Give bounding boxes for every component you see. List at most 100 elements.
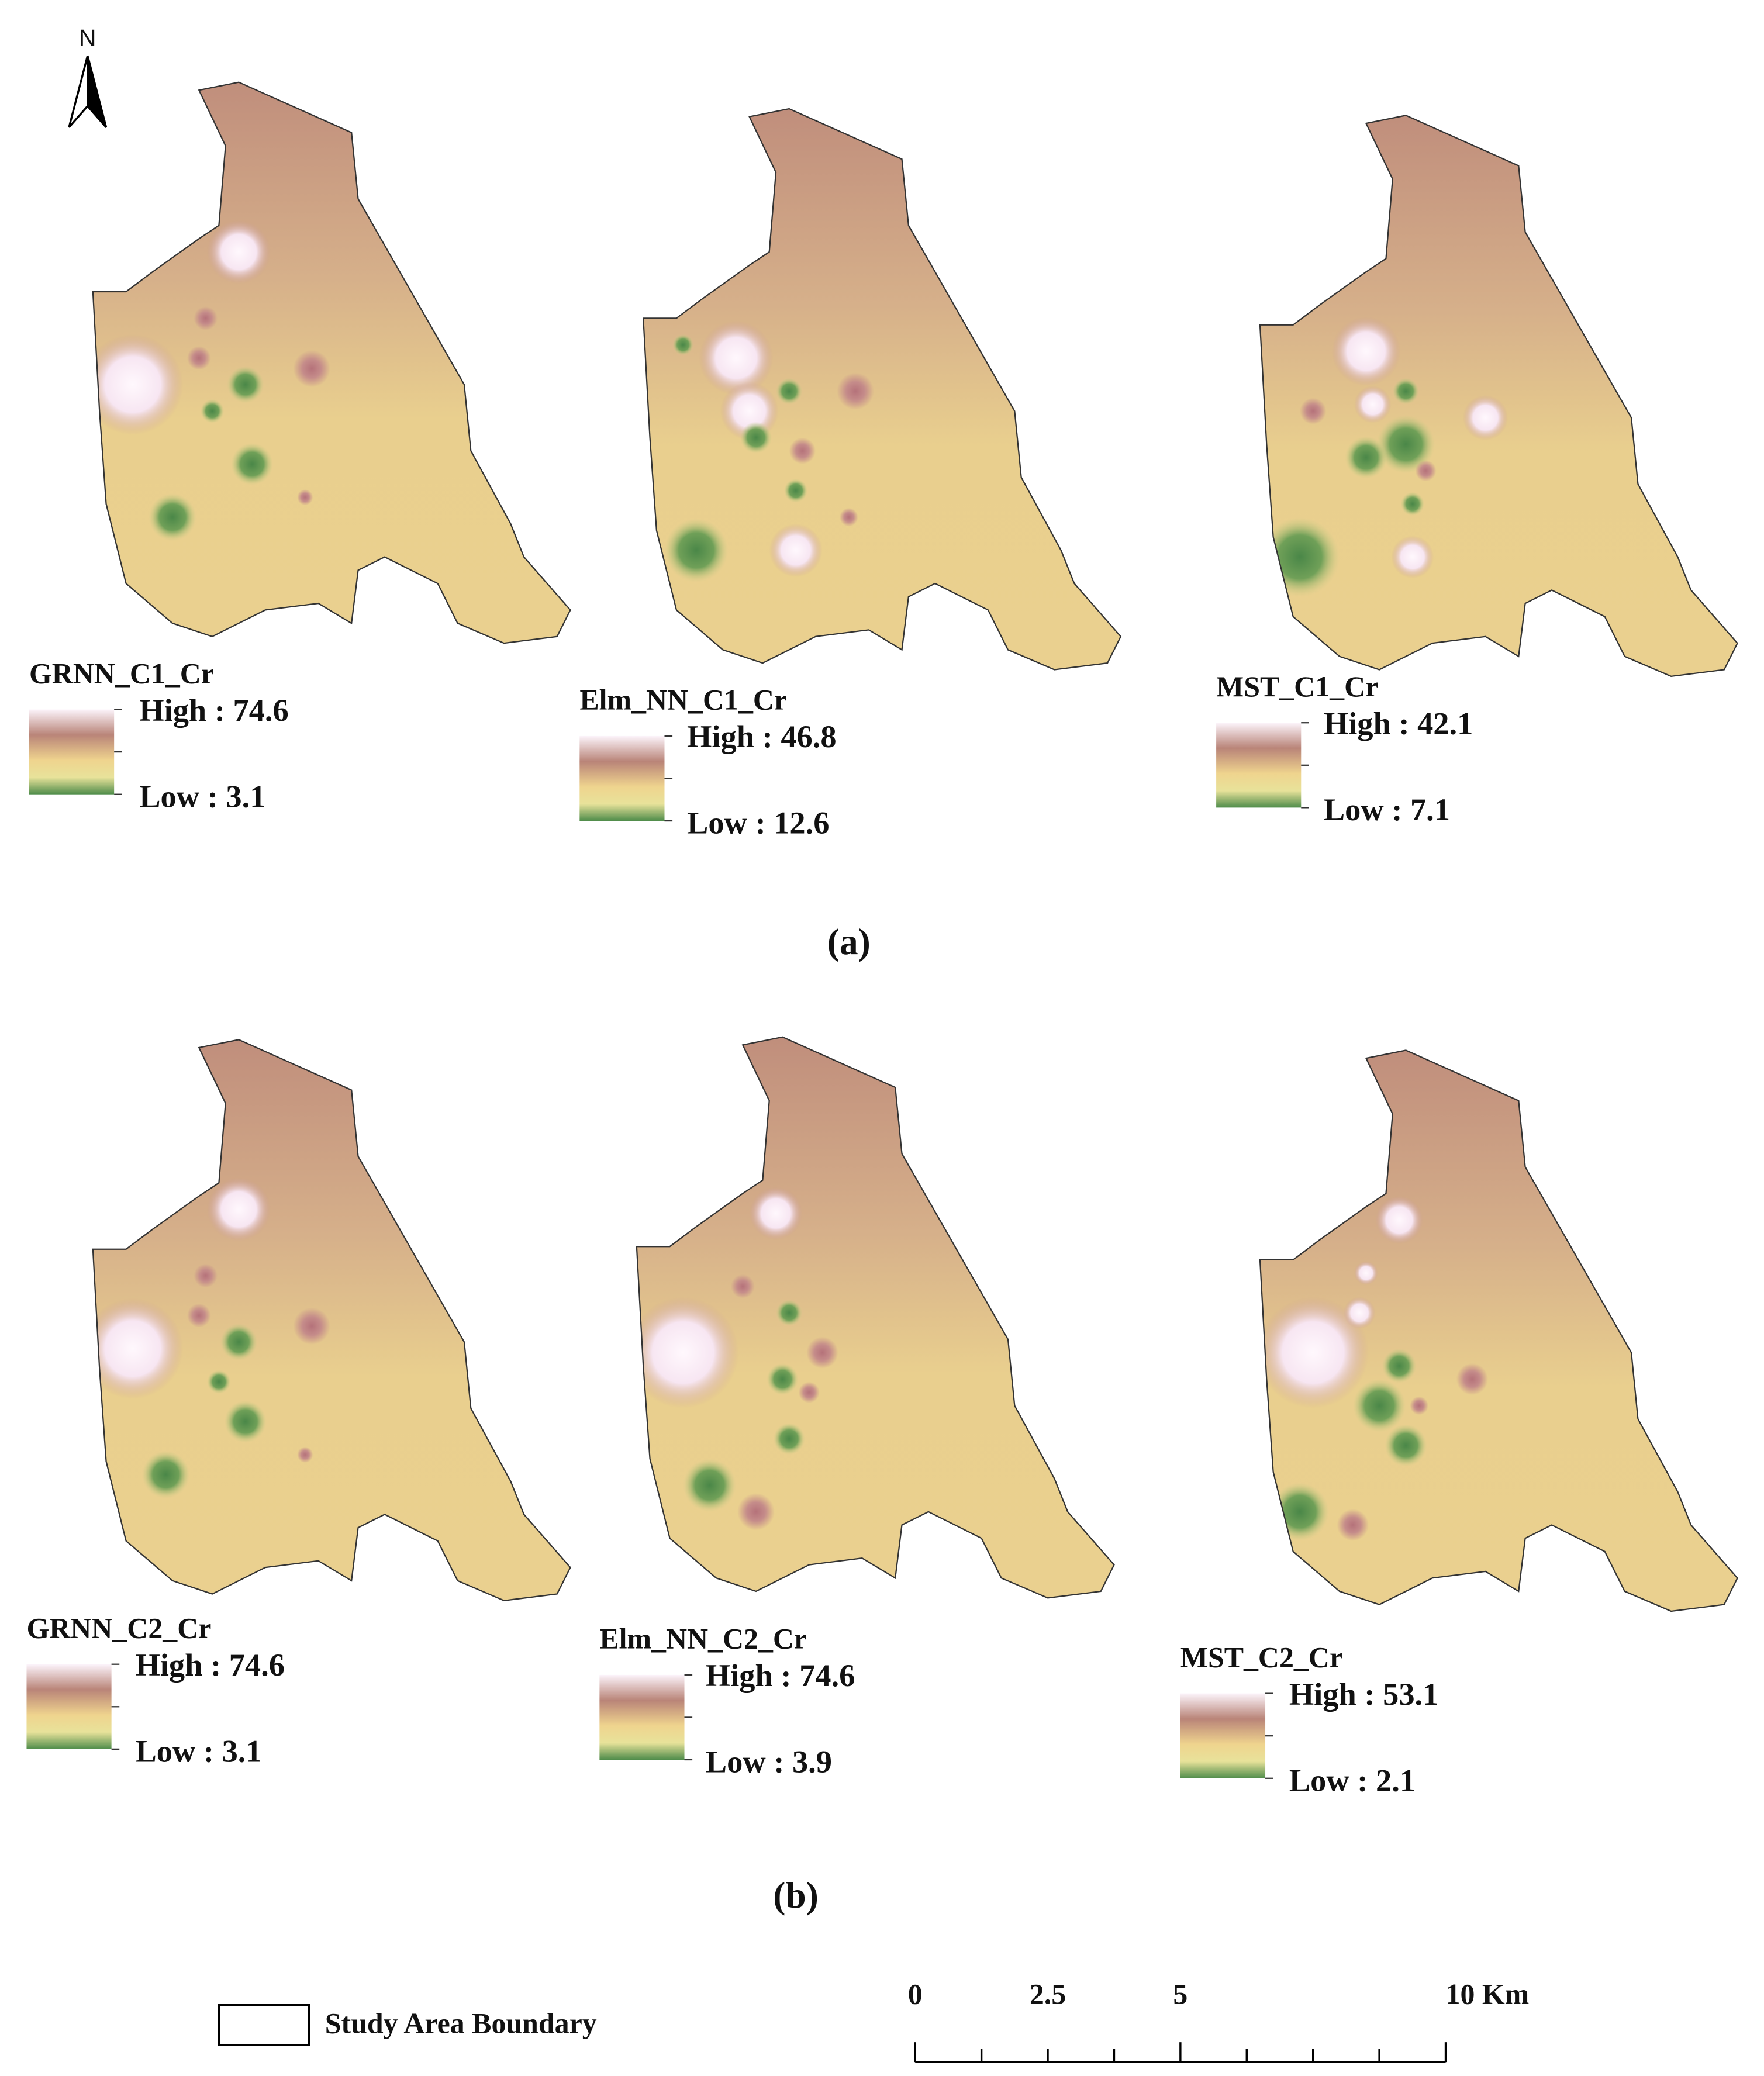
hotspot — [1343, 1297, 1376, 1329]
legend-label: Study Area Boundary — [325, 2007, 597, 2039]
legend-title: GRNN_C1_Cr — [29, 657, 214, 689]
hotspot — [1456, 1363, 1489, 1395]
surface — [92, 1177, 330, 1499]
hotspot — [789, 437, 816, 464]
color-ramp — [579, 735, 665, 821]
legend-title: Elm_NN_C2_Cr — [599, 1623, 807, 1655]
scale-label: 10 Km — [1446, 1978, 1530, 2010]
hotspot — [200, 399, 225, 423]
high-label: High : 74.6 — [706, 1657, 855, 1693]
north-arrow: N — [68, 25, 108, 128]
map — [643, 108, 1121, 671]
legend-title: MST_C2_Cr — [1180, 1641, 1342, 1673]
hotspot — [699, 320, 774, 395]
low-label: Low : 3.1 — [135, 1733, 261, 1768]
hotspot — [293, 1307, 330, 1345]
hotspot — [636, 1297, 739, 1408]
hotspot — [1352, 1379, 1406, 1432]
hotspot — [92, 1298, 184, 1400]
hotspot — [92, 334, 184, 435]
hotspot — [297, 489, 313, 506]
map — [1259, 115, 1738, 677]
hotspot — [297, 1446, 313, 1463]
surface — [92, 220, 330, 541]
hotspot — [206, 220, 271, 284]
hotspot — [1410, 1396, 1429, 1415]
study-area — [643, 108, 1121, 670]
hotspot — [1337, 1509, 1369, 1541]
hotspot — [1354, 386, 1392, 423]
hotspot — [1385, 1424, 1427, 1467]
legend-title: Elm_NN_C1_Cr — [579, 684, 787, 716]
hotspot — [1391, 536, 1434, 578]
surface — [1259, 1196, 1489, 1541]
hotspot — [769, 523, 823, 577]
hotspot — [1392, 378, 1420, 405]
hotspot — [773, 1422, 805, 1455]
color-ramp — [26, 1664, 112, 1749]
hotspot — [776, 378, 803, 405]
hotspot — [187, 346, 211, 370]
hotspot — [1375, 1196, 1423, 1244]
hotspot — [798, 1381, 820, 1403]
hotspot — [1354, 1261, 1378, 1285]
low-label: Low : 3.9 — [706, 1744, 832, 1780]
color-ramp — [599, 1674, 685, 1760]
hotspot — [749, 1187, 803, 1240]
hotspot — [806, 1336, 838, 1369]
hotspot — [839, 507, 858, 527]
hotspot — [776, 1299, 803, 1327]
hotspot — [206, 1370, 231, 1394]
scale-label: 5 — [1173, 1978, 1187, 2010]
hotspot — [206, 1177, 271, 1242]
high-label: High : 53.1 — [1289, 1676, 1439, 1712]
hotspot — [293, 350, 330, 388]
hotspot — [1331, 317, 1401, 386]
surface — [636, 1187, 838, 1531]
hotspot — [1463, 395, 1508, 441]
map — [1259, 1049, 1738, 1612]
hotspot — [1400, 492, 1425, 516]
hotspot — [226, 366, 264, 403]
hotspot — [730, 1274, 755, 1298]
panel-label: (a) — [827, 921, 871, 962]
north-label: N — [79, 25, 96, 51]
high-label: High : 42.1 — [1324, 706, 1473, 741]
panel-label: (b) — [773, 1874, 819, 1916]
hotspot — [224, 1400, 267, 1443]
hotspot — [740, 422, 772, 454]
hotspot — [672, 334, 694, 355]
color-ramp — [29, 709, 115, 795]
hotspot — [1376, 414, 1435, 474]
scale-bar: 0 2.5 5 10 Km — [908, 1978, 1530, 2063]
study-area — [1259, 115, 1738, 676]
hotspot — [149, 493, 196, 541]
scale-label: 0 — [908, 1978, 923, 2010]
high-label: High : 46.8 — [687, 719, 837, 754]
hotspot — [1415, 460, 1437, 482]
color-ramp — [1216, 723, 1302, 808]
hotspot — [837, 372, 874, 410]
hotspot — [230, 443, 274, 486]
boundary-legend: Study Area Boundary — [218, 2004, 597, 2046]
hotspot — [220, 1323, 258, 1361]
hotspot — [187, 1303, 211, 1328]
hotspot — [194, 1263, 218, 1288]
hotspot — [1271, 1482, 1329, 1541]
hotspot — [783, 478, 808, 503]
hotspot — [1345, 436, 1387, 479]
hotspot — [141, 1450, 190, 1499]
hotspot — [1300, 398, 1327, 424]
low-label: Low : 12.6 — [687, 805, 829, 841]
hotspot — [767, 1363, 799, 1395]
color-ramp — [1180, 1693, 1266, 1778]
legend-title: GRNN_C2_Cr — [26, 1612, 211, 1644]
